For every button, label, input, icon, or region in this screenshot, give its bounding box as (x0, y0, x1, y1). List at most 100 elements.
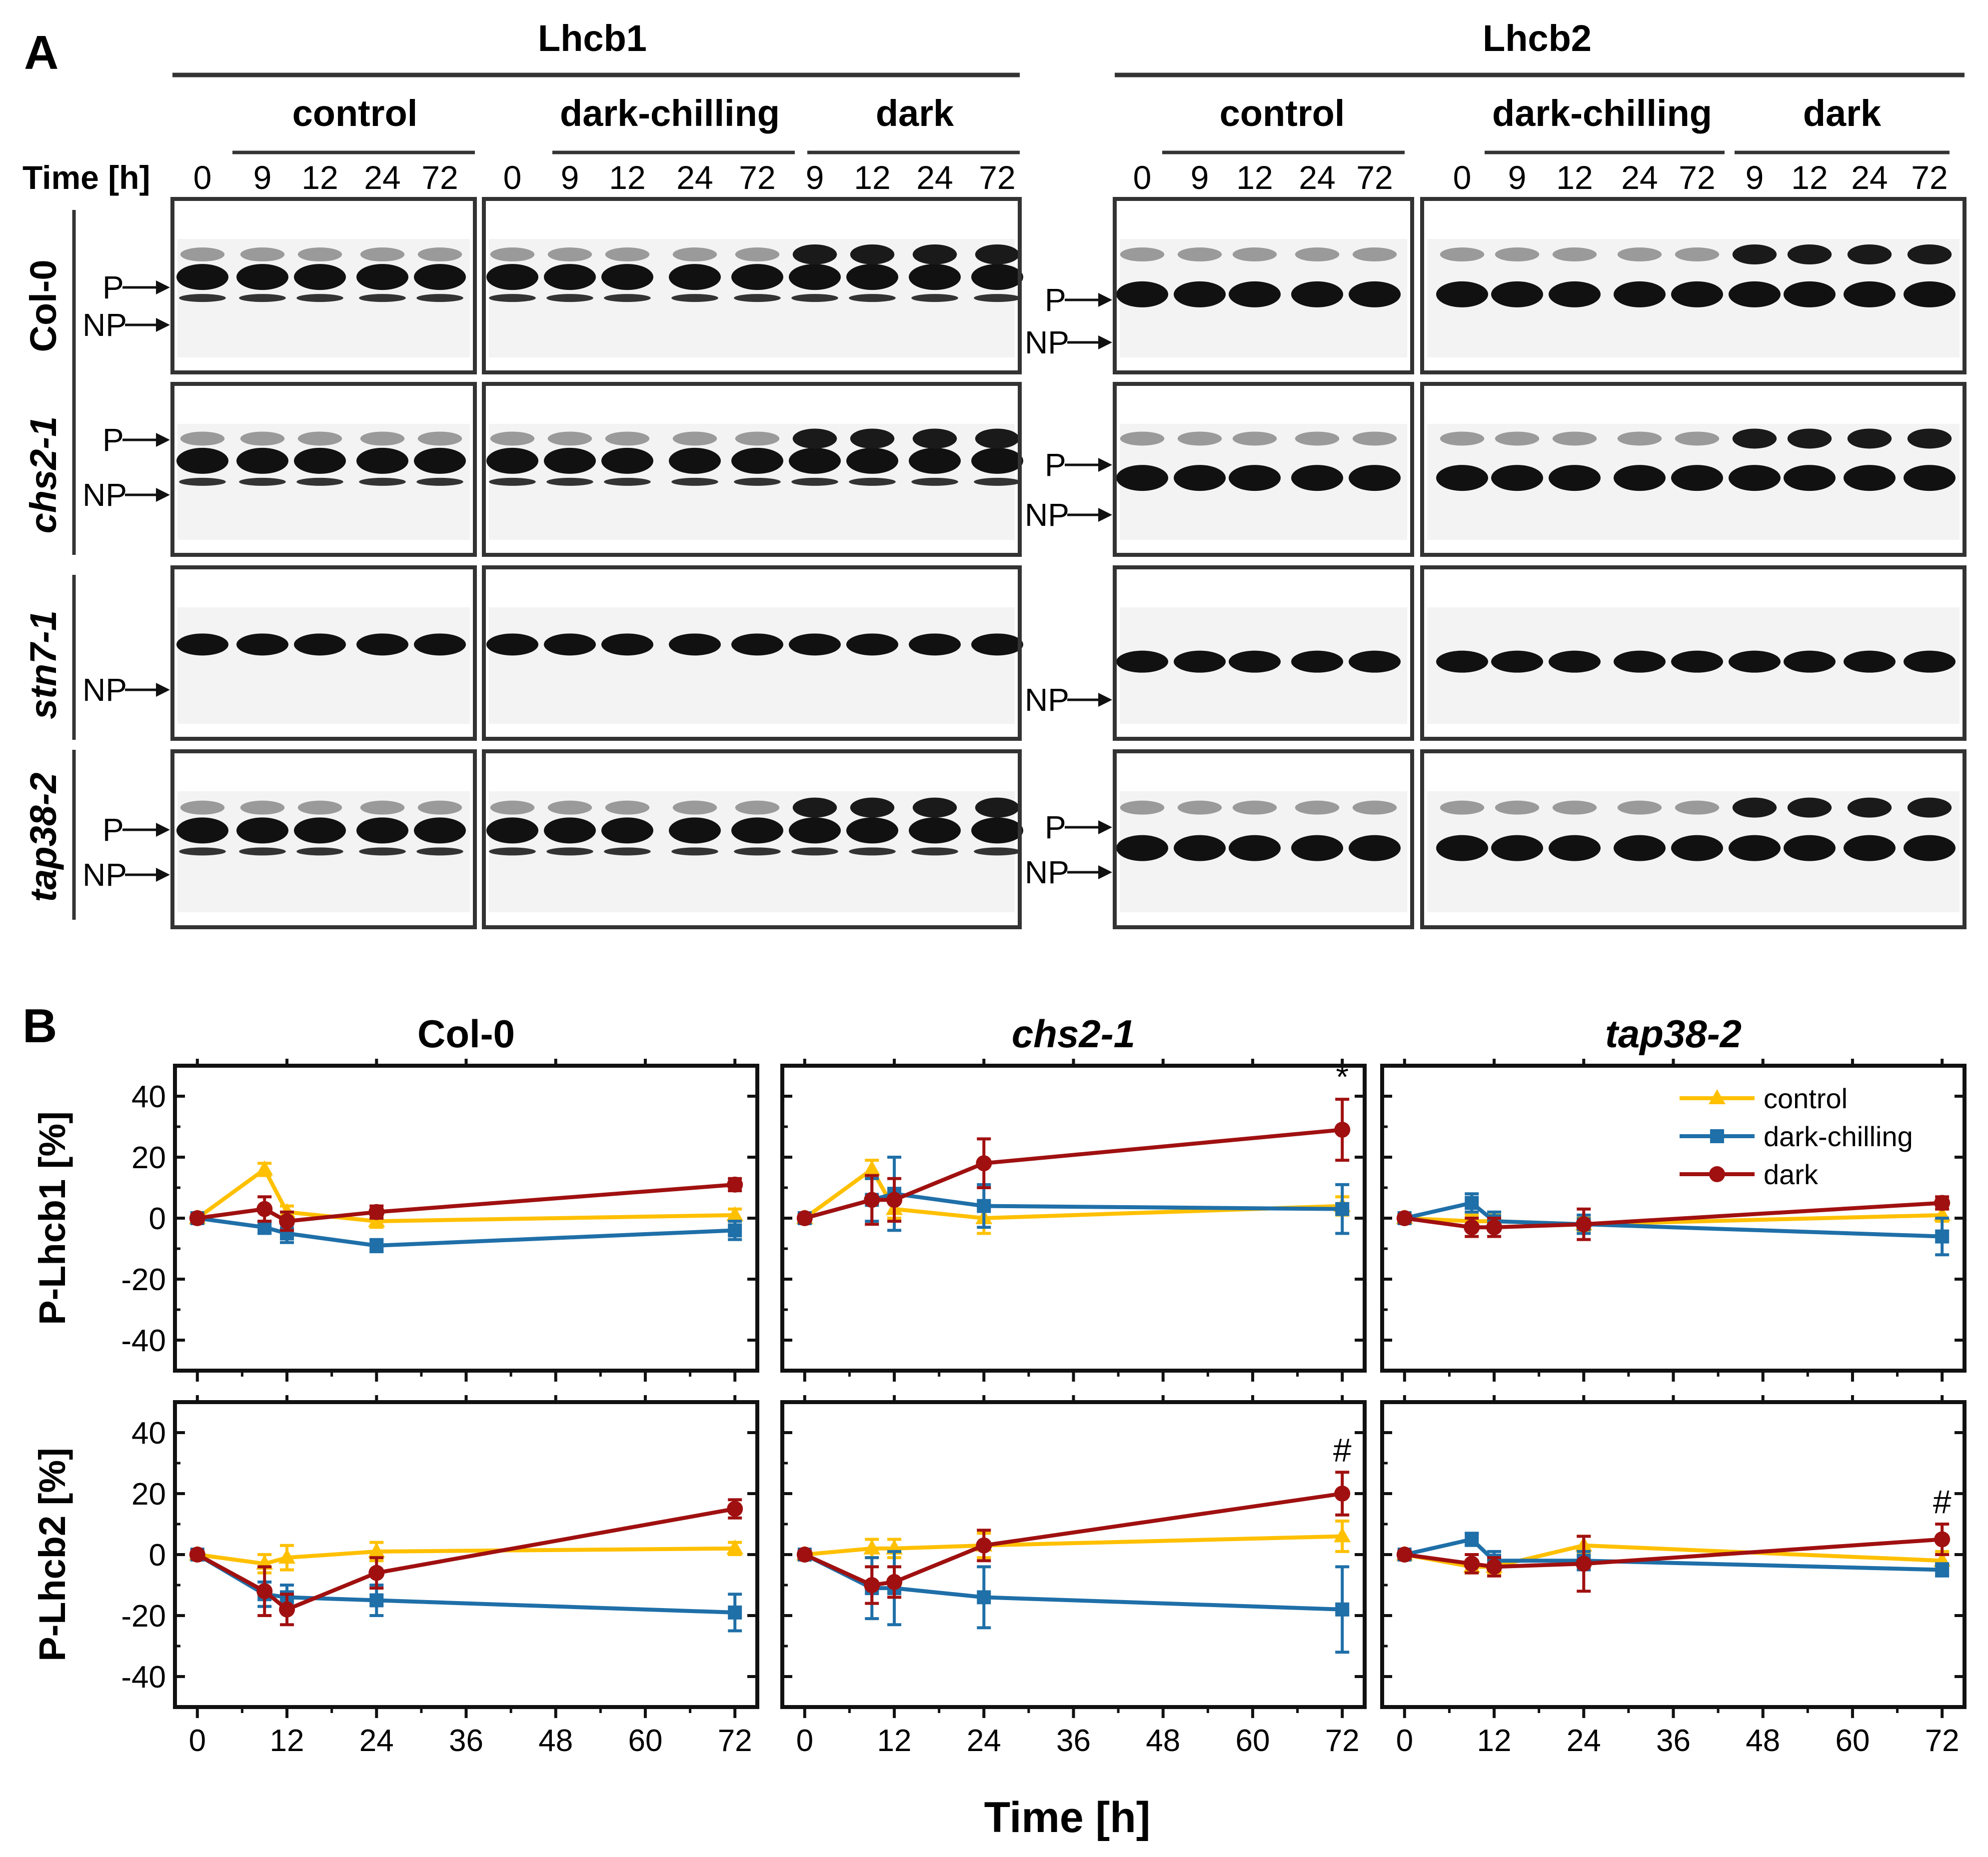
phospho-band-label: P (1045, 809, 1066, 845)
blot-band (1847, 244, 1892, 265)
blot-band (971, 633, 1023, 656)
lane-time-label: 72 (979, 159, 1015, 196)
blot-band (735, 247, 780, 262)
lane-time-label: 9 (1508, 159, 1527, 196)
lane-time-label: 72 (1679, 159, 1715, 196)
blot-band (414, 264, 466, 290)
blot-band (1729, 281, 1781, 307)
blot-band (1732, 428, 1777, 449)
series-dark (796, 1471, 1351, 1605)
blot-band (414, 817, 466, 844)
blot-band (1907, 244, 1952, 265)
arrow-icon (1098, 865, 1112, 879)
blot-band (1549, 281, 1601, 307)
blot-band (1617, 431, 1662, 446)
time-label: Time [h] (22, 159, 150, 196)
condition-control-lhcb1: control (292, 92, 418, 134)
blot-band (294, 817, 346, 844)
chart-point (189, 1547, 205, 1563)
y-tick-label: 40 (131, 1416, 166, 1451)
lane-time-label: 24 (1621, 159, 1658, 196)
x-tick-label: 24 (1567, 1724, 1601, 1758)
lane-time-label: 9 (253, 159, 272, 196)
chart-point (368, 1565, 385, 1581)
blot-band (1787, 428, 1832, 449)
blot-band (359, 294, 406, 302)
blot-band (669, 633, 721, 656)
blot-band (605, 247, 650, 262)
x-tick-label: 36 (449, 1724, 483, 1758)
blot-band (912, 244, 957, 265)
blot-band (1729, 835, 1781, 861)
blot-band (1904, 835, 1956, 861)
blot-band (1295, 800, 1340, 815)
blot-band (1436, 281, 1488, 307)
blot-band (547, 431, 592, 446)
blot-band (669, 264, 721, 290)
chart-point (369, 1593, 384, 1608)
condition-dark-lhcb1: dark (876, 92, 954, 134)
blot-band (1120, 800, 1165, 815)
x-tick-label: 72 (1925, 1724, 1960, 1758)
blot-band (489, 294, 536, 302)
x-axis-title: Time [h] (984, 1794, 1151, 1842)
blot-band (1491, 281, 1543, 307)
blot-band (1291, 650, 1343, 673)
blot-band (179, 294, 226, 302)
chart-point (728, 1605, 742, 1620)
blot-band (912, 428, 957, 449)
blot-band (1675, 431, 1720, 446)
blot-band (356, 817, 408, 844)
blot-band (1844, 281, 1896, 307)
chart-point (368, 1542, 385, 1558)
blot-band (849, 294, 896, 302)
blot-band (236, 817, 288, 844)
blot-band (1907, 797, 1952, 818)
lane-time-label: 24 (676, 159, 713, 196)
condition-control-lhcb2: control (1220, 92, 1345, 134)
blot-band (360, 431, 405, 446)
lane-time-label: 9 (561, 159, 579, 196)
y-tick-label: -20 (121, 1599, 166, 1634)
significance-mark: # (1333, 1431, 1352, 1468)
blot-band (240, 247, 285, 262)
blot-band (1617, 247, 1662, 262)
blot-band (1440, 247, 1485, 262)
x-tick-label: 24 (359, 1724, 394, 1758)
blot-frame (1420, 197, 1967, 374)
lane-time-label: 12 (1236, 159, 1273, 196)
blot-band (850, 244, 895, 265)
blot-band (1787, 797, 1832, 818)
chart-point (1334, 1122, 1351, 1138)
blot-band (1352, 247, 1397, 262)
blot-frame (170, 565, 477, 741)
blot-band (792, 244, 837, 265)
chart-point (727, 1501, 743, 1517)
blot-band (1495, 800, 1540, 815)
blot-band (1552, 431, 1597, 446)
blot-band (1349, 835, 1401, 861)
chart-point (1334, 1527, 1351, 1543)
blot-band (1784, 465, 1836, 491)
lane-time-label: 12 (301, 159, 338, 196)
chart-title: tap38-2 (1605, 1012, 1742, 1056)
chart-panel: 0 12 24 36 48 60 72 # (780, 1395, 1367, 1758)
blot-band (1549, 650, 1601, 673)
condition-dark-chilling-lhcb2: dark-chilling (1492, 92, 1712, 134)
legend-label: dark-chilling (1764, 1121, 1913, 1152)
blot-band (1436, 835, 1488, 861)
blot-band (911, 477, 958, 486)
blot-band (1844, 650, 1896, 673)
blot-frame (170, 382, 477, 557)
blot-band (971, 817, 1023, 844)
blot-band (1904, 650, 1956, 673)
y-tick-label: 40 (131, 1080, 166, 1114)
blot-band (486, 264, 538, 290)
blot-band (544, 447, 596, 474)
blot-band (1177, 800, 1222, 815)
lane-time-label: 24 (916, 159, 953, 196)
arrow-icon (156, 683, 170, 697)
chart-point (1465, 1196, 1479, 1210)
phospho-band-label: P (102, 422, 124, 458)
genotype-chs2-1: chs2-1 (22, 416, 64, 533)
